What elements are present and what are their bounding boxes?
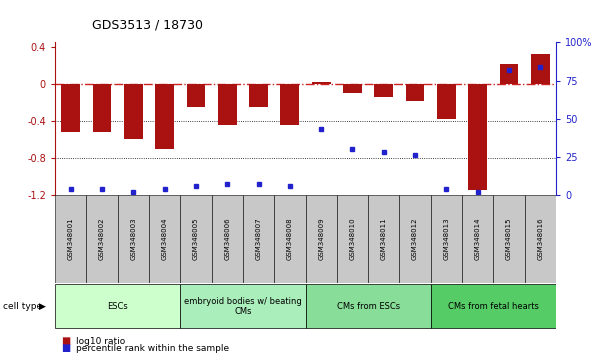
Text: GDS3513 / 18730: GDS3513 / 18730: [92, 19, 203, 32]
Bar: [406, 84, 425, 101]
FancyBboxPatch shape: [243, 195, 274, 283]
Bar: [312, 82, 331, 84]
Text: GSM348016: GSM348016: [537, 218, 543, 260]
FancyBboxPatch shape: [180, 284, 306, 328]
Bar: [469, 84, 487, 190]
FancyBboxPatch shape: [368, 195, 400, 283]
FancyBboxPatch shape: [400, 195, 431, 283]
Text: GSM348009: GSM348009: [318, 218, 324, 260]
FancyBboxPatch shape: [149, 195, 180, 283]
FancyBboxPatch shape: [117, 195, 149, 283]
FancyBboxPatch shape: [493, 195, 525, 283]
Bar: [124, 84, 143, 139]
FancyBboxPatch shape: [337, 195, 368, 283]
Text: GSM348015: GSM348015: [506, 218, 512, 260]
Text: GSM348004: GSM348004: [161, 218, 167, 260]
Text: GSM348002: GSM348002: [99, 218, 105, 260]
Text: cell type: cell type: [3, 302, 42, 311]
Text: GSM348007: GSM348007: [255, 218, 262, 260]
Text: GSM348003: GSM348003: [130, 218, 136, 260]
Bar: [343, 84, 362, 93]
Bar: [93, 84, 111, 132]
Bar: [280, 84, 299, 125]
Text: GSM348008: GSM348008: [287, 218, 293, 260]
Text: GSM348013: GSM348013: [444, 218, 450, 260]
Text: percentile rank within the sample: percentile rank within the sample: [76, 344, 230, 353]
Bar: [249, 84, 268, 107]
Text: GSM348012: GSM348012: [412, 218, 418, 260]
Text: GSM348001: GSM348001: [68, 218, 74, 260]
FancyBboxPatch shape: [462, 195, 493, 283]
FancyBboxPatch shape: [306, 284, 431, 328]
Bar: [61, 84, 80, 132]
Text: embryoid bodies w/ beating
CMs: embryoid bodies w/ beating CMs: [184, 297, 302, 316]
FancyBboxPatch shape: [86, 195, 117, 283]
Text: GSM348005: GSM348005: [193, 218, 199, 260]
Bar: [155, 84, 174, 149]
FancyBboxPatch shape: [55, 284, 180, 328]
Bar: [500, 64, 518, 84]
Text: CMs from fetal hearts: CMs from fetal hearts: [448, 302, 539, 311]
Text: GSM348010: GSM348010: [349, 218, 356, 260]
Text: CMs from ESCs: CMs from ESCs: [337, 302, 400, 311]
Text: ▶: ▶: [38, 302, 45, 311]
Text: ■: ■: [61, 343, 70, 353]
FancyBboxPatch shape: [55, 195, 86, 283]
FancyBboxPatch shape: [306, 195, 337, 283]
Bar: [375, 84, 393, 97]
FancyBboxPatch shape: [431, 195, 462, 283]
Text: GSM348006: GSM348006: [224, 218, 230, 260]
FancyBboxPatch shape: [211, 195, 243, 283]
Bar: [437, 84, 456, 119]
FancyBboxPatch shape: [180, 195, 211, 283]
Bar: [186, 84, 205, 107]
FancyBboxPatch shape: [431, 284, 556, 328]
Text: ESCs: ESCs: [108, 302, 128, 311]
Text: ■: ■: [61, 336, 70, 346]
Text: GSM348011: GSM348011: [381, 218, 387, 260]
Text: GSM348014: GSM348014: [475, 218, 481, 260]
FancyBboxPatch shape: [274, 195, 306, 283]
Text: log10 ratio: log10 ratio: [76, 337, 126, 346]
Bar: [218, 84, 236, 125]
Bar: [531, 53, 550, 84]
FancyBboxPatch shape: [525, 195, 556, 283]
